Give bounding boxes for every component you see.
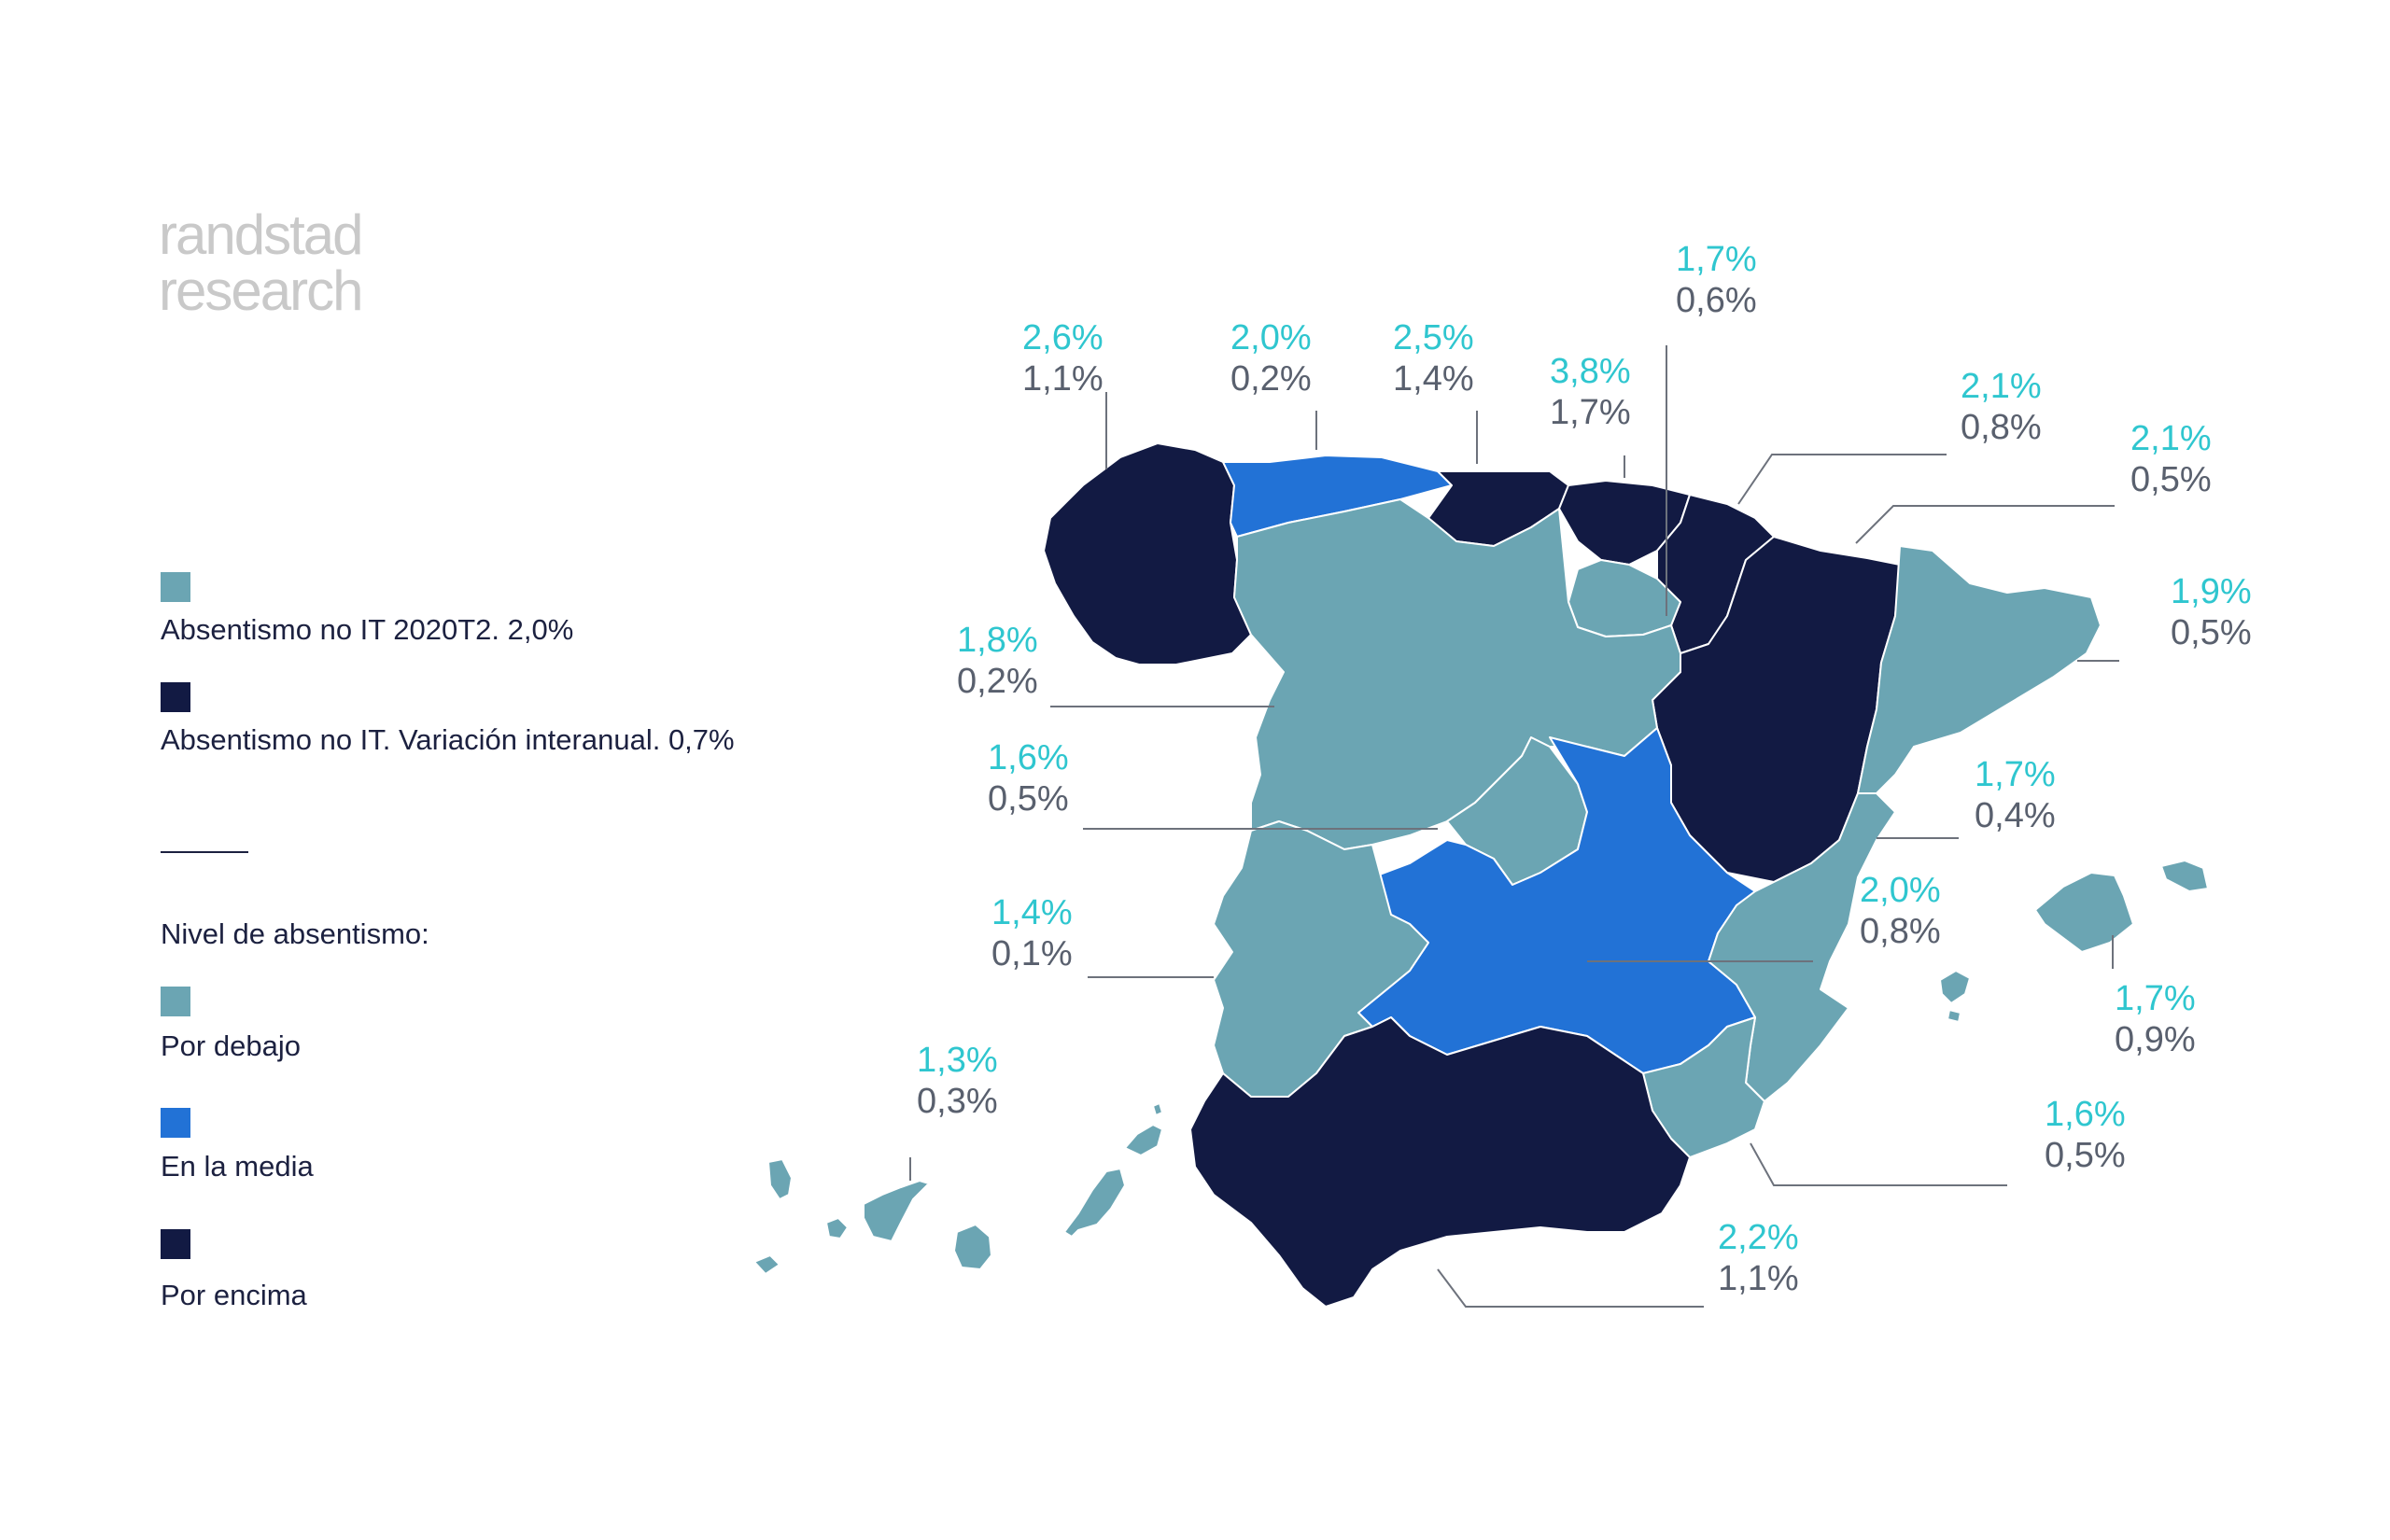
label-castilla-leon: 1,8% 0,2% [957, 620, 1038, 702]
label-aragon: 2,1% 0,5% [2130, 418, 2212, 500]
variation-navarra: 0,8% [1961, 408, 2042, 447]
label-valencia: 1,7% 0,4% [1975, 754, 2056, 836]
label-navarra: 2,1% 0,8% [1961, 366, 2042, 448]
label-andalucia: 2,2% 1,1% [1718, 1217, 1799, 1299]
region-baleares-ibiza [1939, 970, 1971, 1004]
label-pais-vasco: 3,8% 1,7% [1550, 351, 1631, 433]
variation-canarias: 0,3% [917, 1082, 998, 1121]
variation-galicia: 1,1% [1022, 359, 1104, 399]
variation-asturias: 0,2% [1230, 359, 1312, 399]
region-andalucia [1189, 1016, 1691, 1308]
region-canarias-el-hierro [753, 1254, 780, 1275]
value-canarias: 1,3% [917, 1041, 998, 1080]
randstad-research-logo: randstad research [159, 203, 363, 322]
logo-line-2: research [159, 259, 363, 322]
region-canarias-lanzarote [1124, 1124, 1163, 1156]
region-canarias-fuerteventura [1063, 1168, 1126, 1238]
value-valencia: 1,7% [1975, 755, 2056, 794]
logo-line-1: randstad [159, 203, 363, 266]
leader-aragon [1855, 505, 2115, 544]
legend-absentismo: Absentismo no IT 2020T2. 2,0% [161, 613, 574, 646]
variation-valencia: 0,4% [1975, 796, 2056, 835]
legend-variacion: Absentismo no IT. Variación interanual. … [161, 723, 735, 756]
legend-encima: Por encima [161, 1279, 307, 1311]
variation-madrid: 0,5% [988, 779, 1069, 819]
leader-andalucia [1437, 1268, 1704, 1308]
value-la-rioja: 1,7% [1676, 240, 1757, 279]
variation-cataluna: 0,5% [2171, 613, 2252, 652]
value-extremadura: 1,4% [991, 893, 1073, 932]
value-madrid: 1,6% [988, 738, 1069, 777]
variation-castilla-leon: 0,2% [957, 662, 1038, 701]
label-murcia: 1,6% 0,5% [2045, 1094, 2126, 1176]
leader-murcia [1750, 1142, 2007, 1186]
region-canarias-tenerife [863, 1180, 930, 1242]
label-madrid: 1,6% 0,5% [988, 737, 1069, 819]
variation-murcia: 0,5% [2045, 1136, 2126, 1175]
label-castilla-la-mancha: 2,0% 0,8% [1860, 870, 1941, 952]
legend-debajo: Por debajo [161, 1029, 301, 1062]
region-baleares-formentera [1947, 1009, 1961, 1023]
value-pais-vasco: 3,8% [1550, 352, 1631, 391]
value-galicia: 2,6% [1022, 318, 1104, 357]
legend-swatch-absentismo [161, 572, 190, 602]
variation-cantabria: 1,4% [1393, 359, 1474, 399]
variation-aragon: 0,5% [2130, 460, 2212, 499]
variation-baleares: 0,9% [2115, 1020, 2196, 1059]
label-cataluna: 1,9% 0,5% [2171, 571, 2252, 653]
region-baleares-mallorca [2034, 872, 2134, 953]
value-navarra: 2,1% [1961, 367, 2042, 406]
region-canarias-gran-canaria [953, 1224, 992, 1270]
value-aragon: 2,1% [2130, 419, 2212, 458]
value-castilla-leon: 1,8% [957, 621, 1038, 660]
value-asturias: 2,0% [1230, 318, 1312, 357]
label-asturias: 2,0% 0,2% [1230, 317, 1312, 399]
region-canarias-la-gomera [825, 1217, 849, 1239]
value-andalucia: 2,2% [1718, 1218, 1799, 1257]
region-galicia [1043, 442, 1252, 665]
region-canarias-graciosa [1152, 1102, 1163, 1116]
region-cataluna [1857, 545, 2102, 794]
legend-nivel-title: Nivel de absentismo: [161, 917, 429, 950]
label-cantabria: 2,5% 1,4% [1393, 317, 1474, 399]
legend-swatch-encima [161, 1229, 190, 1259]
value-cantabria: 2,5% [1393, 318, 1474, 357]
label-la-rioja: 1,7% 0,6% [1676, 239, 1757, 321]
variation-castilla-la-mancha: 0,8% [1860, 912, 1941, 951]
variation-la-rioja: 0,6% [1676, 281, 1757, 320]
value-cataluna: 1,9% [2171, 572, 2252, 611]
label-extremadura: 1,4% 0,1% [991, 892, 1073, 974]
region-baleares-menorca [2160, 860, 2209, 892]
region-canarias-la-palma [767, 1158, 793, 1200]
label-galicia: 2,6% 1,1% [1022, 317, 1104, 399]
variation-andalucia: 1,1% [1718, 1259, 1799, 1298]
legend-divider [161, 851, 248, 853]
legend-swatch-variacion [161, 682, 190, 712]
value-murcia: 1,6% [2045, 1095, 2126, 1134]
leader-navarra [1737, 454, 1947, 505]
label-canarias: 1,3% 0,3% [917, 1040, 998, 1122]
variation-extremadura: 0,1% [991, 934, 1073, 973]
legend-swatch-debajo [161, 987, 190, 1016]
legend-media: En la media [161, 1150, 314, 1183]
variation-pais-vasco: 1,7% [1550, 393, 1631, 432]
value-baleares: 1,7% [2115, 979, 2196, 1018]
value-castilla-la-mancha: 2,0% [1860, 871, 1941, 910]
label-baleares: 1,7% 0,9% [2115, 978, 2196, 1060]
legend-swatch-media [161, 1108, 190, 1138]
